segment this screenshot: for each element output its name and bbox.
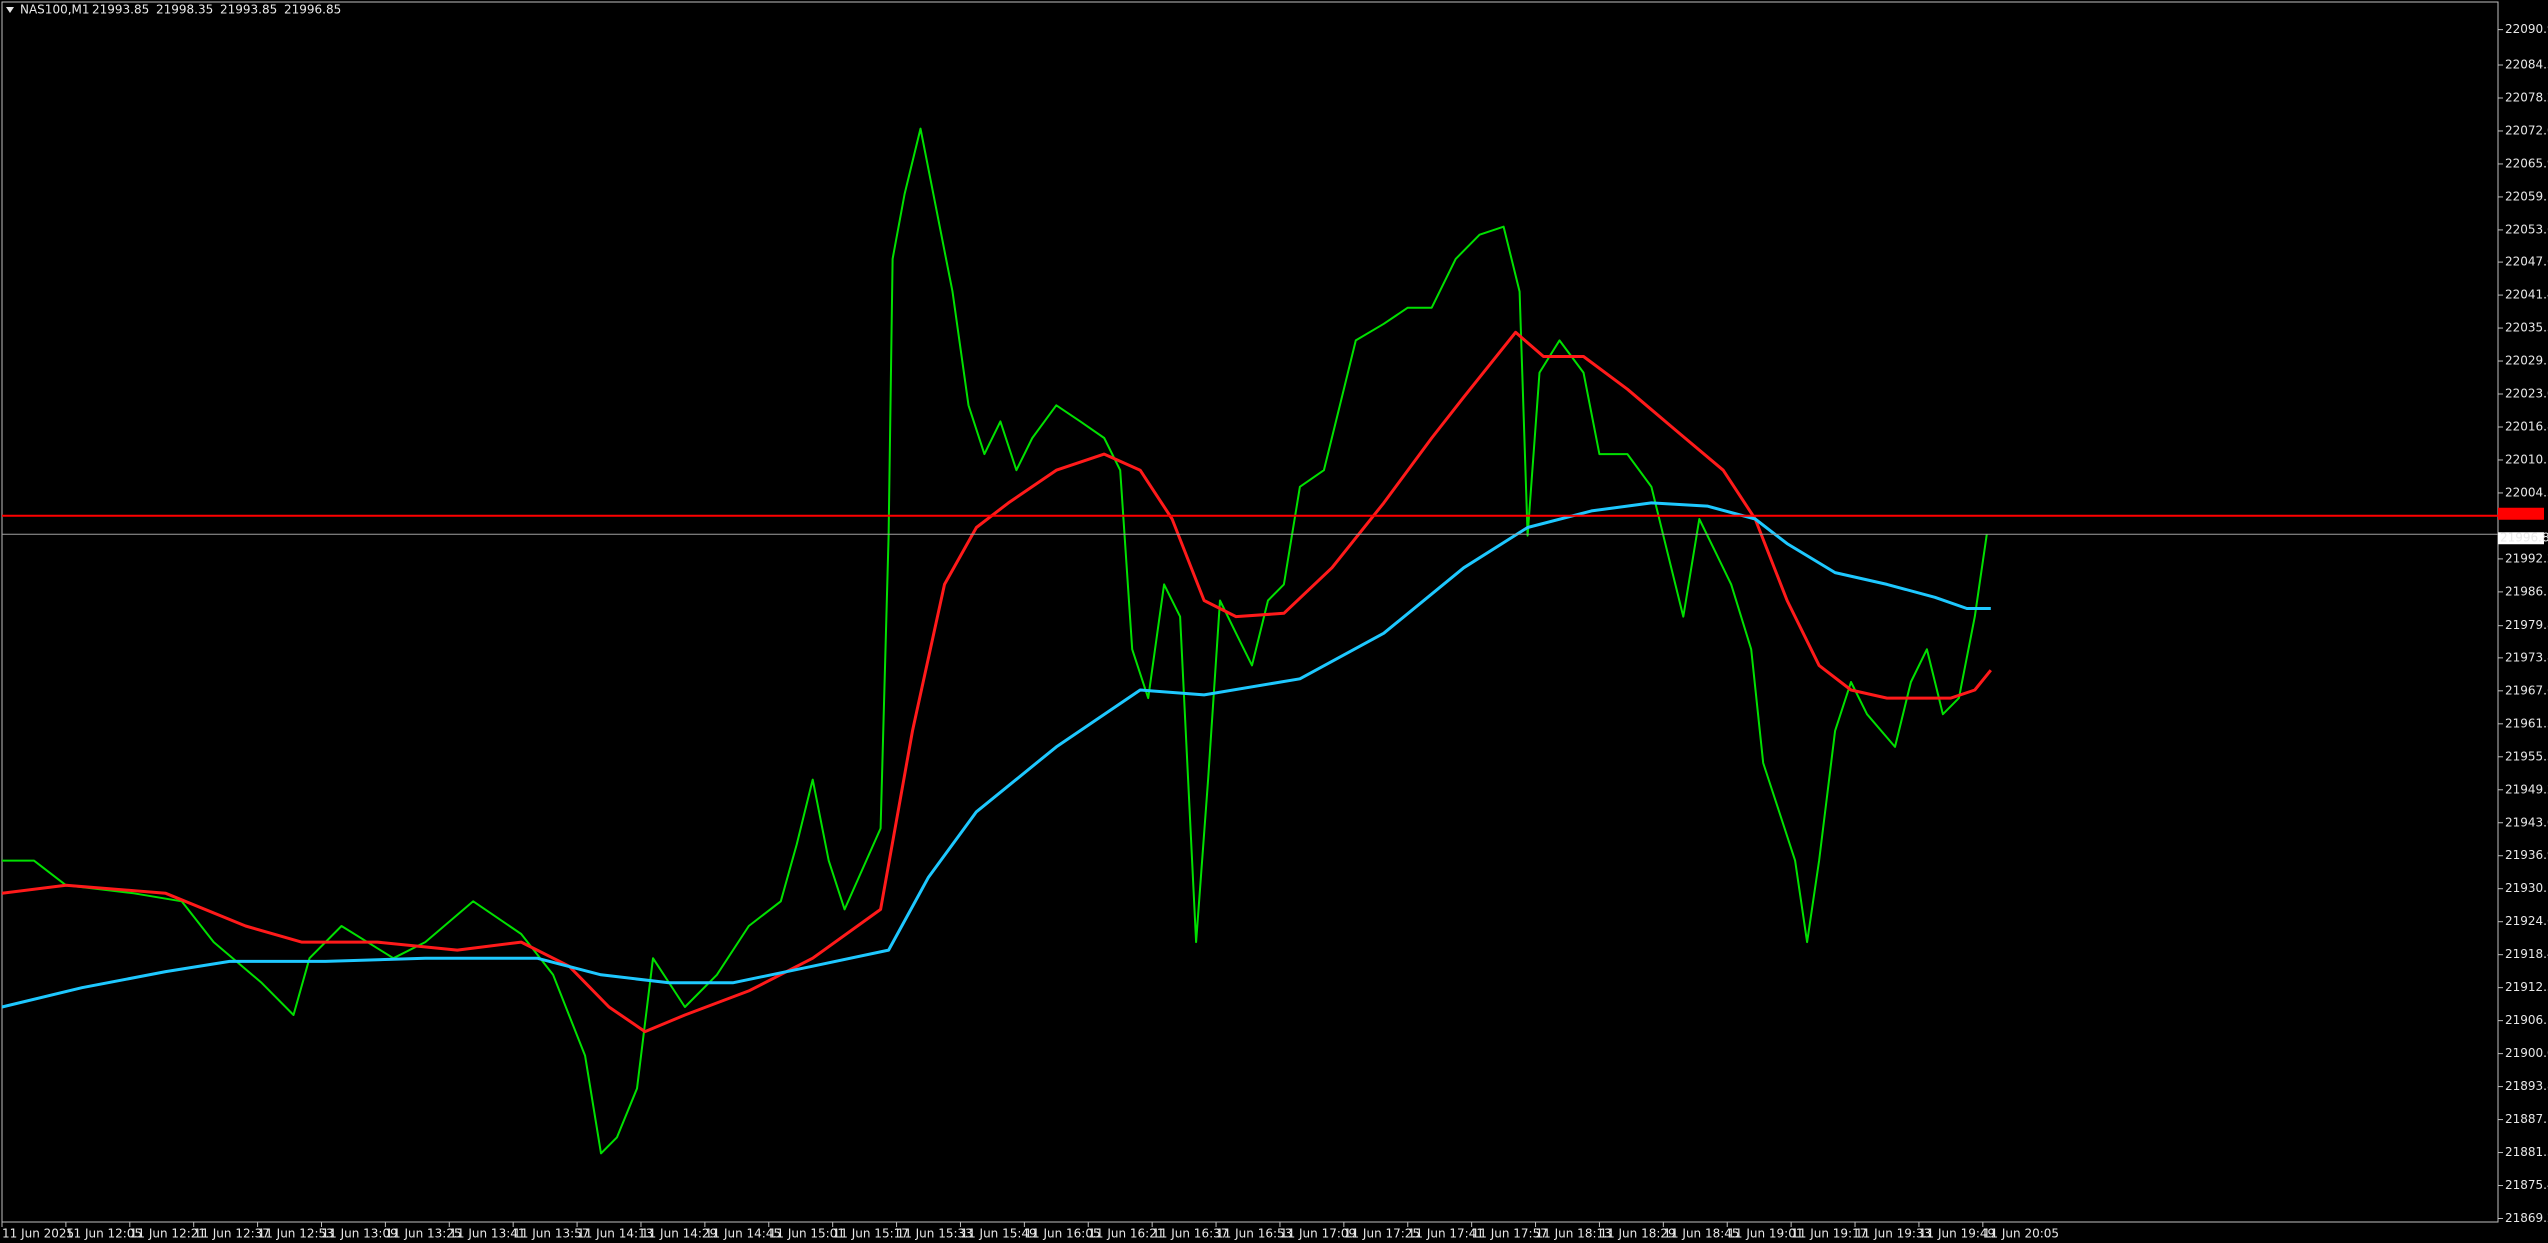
x-tick-label: 11 Jun 16:53 — [1216, 1227, 1292, 1241]
price-line — [2, 127, 1988, 1155]
x-tick-label: 11 Jun 13:57 — [513, 1227, 589, 1241]
symbol: NAS100,M1 — [20, 3, 90, 17]
y-tick-label: 22016.85 — [2505, 419, 2548, 433]
x-tick-label: 11 Jun 14:29 — [641, 1227, 717, 1241]
x-tick-label: 11 Jun 15:01 — [769, 1227, 845, 1241]
open: 21993.85 — [92, 3, 149, 17]
y-tick-label: 21869.25 — [2505, 1211, 2548, 1225]
y-tick-label: 21943.05 — [2505, 815, 2548, 829]
y-tick-label: 21936.90 — [2505, 848, 2548, 862]
x-tick-label: 11 Jun 18:45 — [1663, 1227, 1739, 1241]
header-arrow — [6, 7, 14, 13]
x-tick-label: 11 Jun 16:37 — [1152, 1227, 1228, 1241]
y-tick-label: 22072.05 — [2505, 123, 2548, 137]
x-tick-label: 11 Jun 2025 — [2, 1227, 74, 1241]
x-tick-label: 11 Jun 13:09 — [321, 1227, 397, 1241]
y-tick-label: 21881.55 — [2505, 1145, 2548, 1159]
y-tick-label: 22010.70 — [2505, 452, 2548, 466]
y-tick-label: 22029.15 — [2505, 354, 2548, 368]
close: 21996.85 — [284, 3, 341, 17]
y-tick-label: 21906.15 — [2505, 1013, 2548, 1027]
y-tick-label: 21961.50 — [2505, 716, 2548, 730]
y-tick-label: 21924.60 — [2505, 914, 2548, 928]
price-line — [1, 330, 1992, 1034]
y-tick-label: 22053.60 — [2505, 222, 2548, 236]
y-tick-label: 22090.95 — [2505, 22, 2548, 36]
y-tick-label: 22059.75 — [2505, 189, 2548, 203]
y-tick-label: 21955.35 — [2505, 749, 2548, 763]
y-tick-label: 21930.75 — [2505, 881, 2548, 895]
y-tick-label: 21973.80 — [2505, 650, 2548, 664]
y-tick-label: 21992.25 — [2505, 551, 2548, 565]
price-level-box — [2498, 507, 2544, 520]
x-tick-label: 11 Jun 13:41 — [449, 1227, 525, 1241]
y-tick-label: 21900.00 — [2505, 1046, 2548, 1060]
low: 21993.85 — [220, 3, 277, 17]
x-tick-label: 11 Jun 17:41 — [1408, 1227, 1484, 1241]
y-tick-label: 21893.85 — [2505, 1079, 2548, 1093]
y-tick-label: 21949.20 — [2505, 782, 2548, 796]
x-tick-label: 11 Jun 16:05 — [1024, 1227, 1100, 1241]
x-tick-label: 11 Jun 16:21 — [1088, 1227, 1164, 1241]
y-tick-label: 21979.80 — [2505, 618, 2548, 632]
y-tick-label: 21918.45 — [2505, 947, 2548, 961]
x-tick-label: 11 Jun 14:13 — [577, 1227, 653, 1241]
y-tick-label: 22047.60 — [2505, 255, 2548, 269]
x-tick-label: 11 Jun 18:13 — [1536, 1227, 1612, 1241]
price-line — [1, 501, 1991, 1009]
y-tick-label: 22023.00 — [2505, 387, 2548, 401]
y-tick-label: 22065.90 — [2505, 156, 2548, 170]
x-tick-label: 11 Jun 17:25 — [1344, 1227, 1420, 1241]
y-tick-label: 22084.35 — [2505, 58, 2548, 72]
x-tick-label: 11 Jun 20:05 — [1983, 1227, 2059, 1241]
y-tick-label: 22035.30 — [2505, 321, 2548, 335]
x-tick-label: 11 Jun 15:17 — [833, 1227, 909, 1241]
x-tick-label: 11 Jun 17:57 — [1472, 1227, 1548, 1241]
x-tick-label: 11 Jun 19:01 — [1727, 1227, 1803, 1241]
x-tick-label: 11 Jun 12:05 — [66, 1227, 142, 1241]
x-tick-label: 11 Jun 14:45 — [705, 1227, 781, 1241]
y-tick-label: 22004.55 — [2505, 485, 2548, 499]
y-tick-label: 22078.20 — [2505, 90, 2548, 104]
x-tick-label: 11 Jun 13:25 — [385, 1227, 461, 1241]
x-tick-label: 11 Jun 15:49 — [960, 1227, 1036, 1241]
x-tick-label: 11 Jun 12:53 — [258, 1227, 334, 1241]
high: 21998.35 — [156, 3, 213, 17]
y-tick-label: 21986.10 — [2505, 584, 2548, 598]
current-price-label: 21996.85 — [2500, 531, 2548, 545]
plot-frame — [1, 1, 2499, 1223]
y-tick-label: 21875.40 — [2505, 1178, 2548, 1192]
x-tick-label: 11 Jun 12:37 — [194, 1227, 270, 1241]
x-tick-label: 11 Jun 15:33 — [897, 1227, 973, 1241]
y-tick-label: 22041.45 — [2505, 288, 2548, 302]
x-tick-label: 11 Jun 18:29 — [1599, 1227, 1675, 1241]
x-tick-label: 11 Jun 19:17 — [1791, 1227, 1867, 1241]
y-tick-label: 21887.70 — [2505, 1112, 2548, 1126]
x-tick-label: 11 Jun 17:09 — [1280, 1227, 1356, 1241]
y-tick-label: 21912.30 — [2505, 980, 2548, 994]
x-tick-label: 11 Jun 19:33 — [1855, 1227, 1931, 1241]
price-level-box — [2498, 532, 2544, 545]
y-tick-label: 21967.65 — [2505, 683, 2548, 697]
x-tick-label: 11 Jun 12:21 — [130, 1227, 206, 1241]
x-tick-label: 11 Jun 19:49 — [1919, 1227, 1995, 1241]
